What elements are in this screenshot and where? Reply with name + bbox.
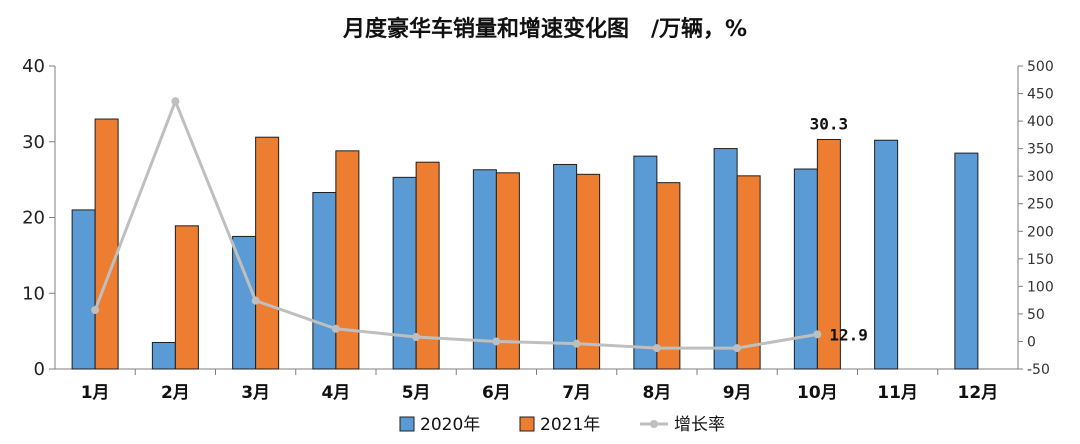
right-tick-label: 0 xyxy=(1027,334,1036,350)
right-tick-label: 300 xyxy=(1027,169,1054,185)
bar-series2 xyxy=(415,161,440,370)
data-label: 12.9 xyxy=(829,325,868,344)
right-tick-label: 500 xyxy=(1027,59,1054,75)
left-tick-label: 0 xyxy=(34,359,45,380)
bar-series1 xyxy=(151,341,176,370)
right-tick-label: 100 xyxy=(1027,279,1054,295)
right-tick-label: 50 xyxy=(1027,307,1045,323)
legend: 2020年 2021年 增长率 xyxy=(399,415,725,435)
legend-label: 2021年 xyxy=(540,415,600,435)
x-tick-label: 8月 xyxy=(642,383,671,403)
bar-series2 xyxy=(94,118,119,370)
legend-swatch xyxy=(399,416,415,432)
left-tick-label: 30 xyxy=(22,132,45,153)
legend-label: 增长率 xyxy=(674,415,725,435)
growth-rate-point xyxy=(331,324,340,333)
x-tick-label: 7月 xyxy=(562,383,591,403)
bar-series2 xyxy=(335,150,360,370)
chart-title: 月度豪华车销量和增速变化图 /万辆，% xyxy=(342,16,747,42)
x-tick-label: 11月 xyxy=(877,383,918,403)
growth-rate-point xyxy=(171,97,180,106)
bar-series2 xyxy=(495,172,520,370)
data-label: 30.3 xyxy=(810,114,849,133)
left-tick-label: 20 xyxy=(22,208,45,229)
growth-rate-point xyxy=(813,330,822,339)
growth-rate-point xyxy=(251,296,260,305)
plot-area: 0 10 20 30 40 -50 0 50 100 150 200 250 300 350 400 450 5… xyxy=(22,56,1054,403)
right-tick-label: 150 xyxy=(1027,252,1054,268)
bar-series1 xyxy=(874,139,899,370)
bar-series2 xyxy=(255,136,280,370)
growth-rate-point xyxy=(652,344,661,353)
growth-rate-point xyxy=(572,339,581,348)
right-tick-label: -50 xyxy=(1027,362,1050,378)
left-tick-label: 40 xyxy=(22,56,45,77)
x-tick-label: 6月 xyxy=(482,383,511,403)
right-tick-label: 200 xyxy=(1027,224,1054,240)
legend-swatch xyxy=(519,416,535,432)
legend-marker xyxy=(650,420,658,428)
x-tick-label: 10月 xyxy=(797,383,838,403)
bar-series1 xyxy=(71,209,96,370)
x-tick-label: 2月 xyxy=(161,383,190,403)
right-tick-label: 350 xyxy=(1027,142,1054,158)
bar-series1 xyxy=(713,148,738,370)
right-tick-label: 400 xyxy=(1027,114,1054,130)
bar-series2 xyxy=(174,225,199,370)
bar-series2 xyxy=(736,175,761,370)
right-tick-label: 250 xyxy=(1027,197,1054,213)
right-tick-label: 450 xyxy=(1027,87,1054,103)
x-tick-label: 5月 xyxy=(402,383,431,403)
x-tick-label: 3月 xyxy=(241,383,270,403)
bar-series1 xyxy=(633,155,658,370)
x-tick-label: 1月 xyxy=(81,383,110,403)
bar-series2 xyxy=(576,173,601,370)
bar-series1 xyxy=(312,192,337,370)
growth-rate-point xyxy=(492,337,501,346)
bar-series1 xyxy=(954,152,979,370)
left-tick-label: 10 xyxy=(22,283,45,304)
growth-rate-point xyxy=(733,344,742,353)
x-tick-label: 9月 xyxy=(723,383,752,403)
growth-rate-point xyxy=(412,333,421,342)
bar-series1 xyxy=(553,163,578,370)
bar-series1 xyxy=(392,176,417,370)
growth-rate-line xyxy=(93,97,818,350)
x-tick-label: 4月 xyxy=(321,383,350,403)
bar-series2 xyxy=(656,182,681,370)
bar-series2 xyxy=(816,138,841,370)
x-tick-label: 12月 xyxy=(958,383,999,403)
legend-label: 2020年 xyxy=(420,415,480,435)
growth-rate-point xyxy=(91,306,100,315)
bar-series1 xyxy=(232,235,257,370)
